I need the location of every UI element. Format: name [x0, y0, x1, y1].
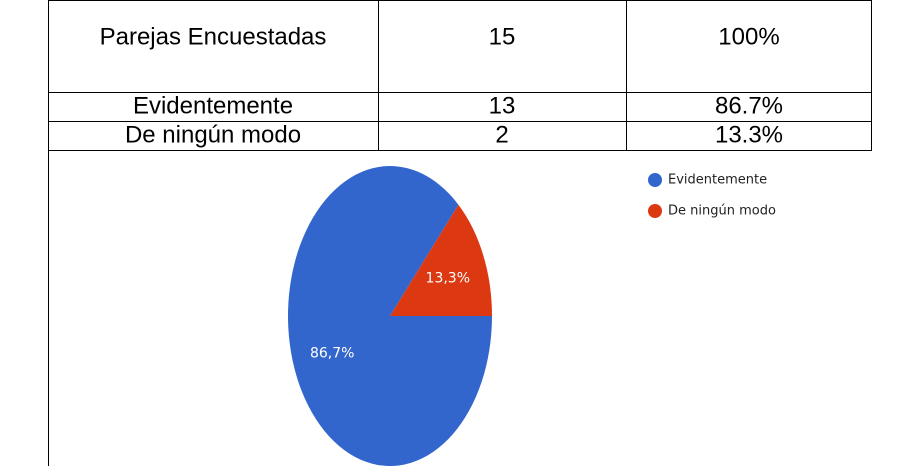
- table-cell: 86.7%: [715, 92, 783, 119]
- pie-slice: [390, 204, 492, 316]
- table-cell: De ningún modo: [125, 121, 301, 148]
- slice-label: 86,7%: [310, 346, 354, 362]
- table-cell: 15: [489, 23, 516, 50]
- table-cell: 13.3%: [715, 121, 783, 148]
- legend-label: De ningún modo: [668, 204, 776, 219]
- table-cell: 2: [495, 121, 508, 148]
- slice-label: 13,3%: [426, 270, 470, 286]
- table-cell: Parejas Encuestadas: [100, 23, 327, 50]
- legend-swatch: [648, 173, 662, 187]
- table-borders: [48, 0, 872, 466]
- table-cell: 100%: [718, 23, 779, 50]
- table-cell: 13: [489, 92, 516, 119]
- legend-label: Evidentemente: [668, 173, 767, 188]
- legend-swatch: [648, 204, 662, 218]
- table-cell: Evidentemente: [133, 92, 293, 119]
